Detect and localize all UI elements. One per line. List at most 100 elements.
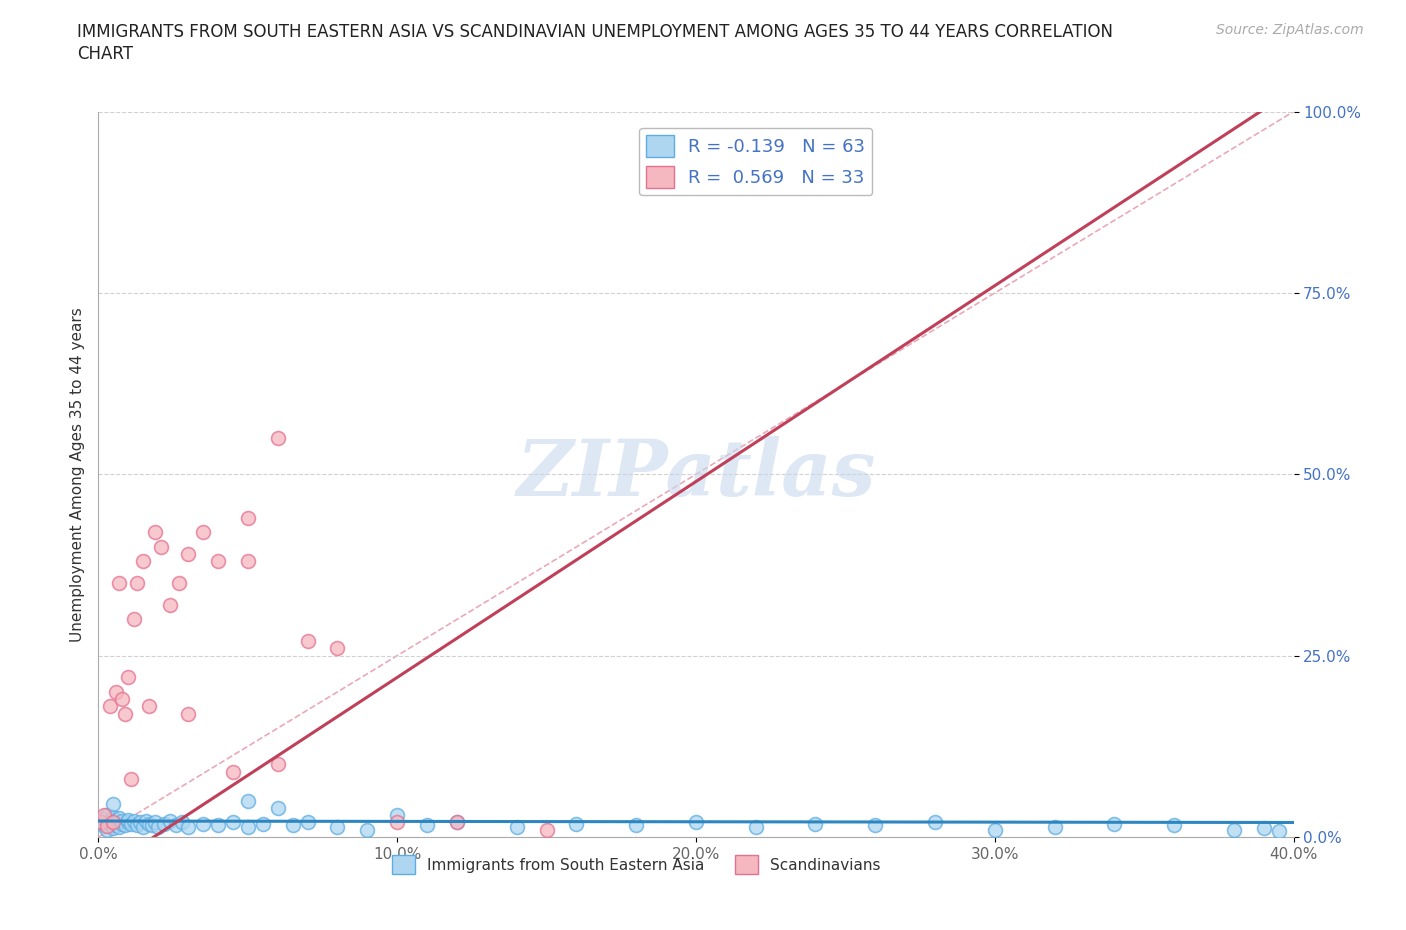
Point	[120, 772, 142, 787]
Point	[446, 815, 468, 830]
Point	[177, 706, 200, 721]
Point	[297, 815, 319, 830]
Point	[103, 809, 125, 824]
Point	[93, 811, 115, 827]
Point	[90, 815, 112, 830]
Point	[153, 817, 176, 831]
Point	[98, 814, 122, 829]
Point	[326, 641, 349, 656]
Point	[865, 818, 887, 833]
Point	[111, 817, 134, 831]
Point	[165, 818, 187, 833]
Point	[167, 576, 190, 591]
Point	[90, 815, 112, 830]
Point	[127, 576, 149, 591]
Point	[98, 699, 122, 714]
Point	[105, 812, 128, 827]
Point	[127, 818, 149, 833]
Point	[191, 817, 214, 831]
Point	[177, 819, 200, 834]
Point	[924, 815, 946, 830]
Y-axis label: Unemployment Among Ages 35 to 44 years: Unemployment Among Ages 35 to 44 years	[69, 307, 84, 642]
Point	[416, 818, 439, 833]
Point	[297, 633, 319, 648]
Point	[1253, 821, 1275, 836]
Point	[117, 812, 139, 827]
Point	[138, 699, 160, 714]
Point	[222, 815, 245, 830]
Point	[267, 431, 290, 445]
Point	[105, 684, 128, 699]
Point	[207, 818, 229, 833]
Point	[141, 818, 163, 833]
Point	[236, 511, 259, 525]
Point	[96, 808, 118, 823]
Point	[96, 818, 118, 833]
Point	[103, 821, 125, 836]
Point	[281, 818, 304, 833]
Point	[108, 811, 131, 826]
Point	[1267, 824, 1289, 839]
Point	[446, 815, 468, 830]
Text: ZIPatlas: ZIPatlas	[516, 436, 876, 512]
Point	[565, 817, 588, 831]
Point	[236, 554, 259, 569]
Point	[1163, 818, 1185, 833]
Point	[124, 612, 146, 627]
Point	[267, 801, 290, 816]
Point	[236, 819, 259, 834]
Point	[114, 706, 136, 721]
Point	[129, 815, 152, 830]
Point	[108, 576, 131, 591]
Point	[172, 815, 194, 830]
Point	[745, 819, 768, 834]
Point	[143, 525, 166, 539]
Point	[685, 815, 707, 830]
Point	[111, 692, 134, 707]
Point	[506, 819, 529, 834]
Point	[222, 764, 245, 779]
Point	[191, 525, 214, 539]
Point	[1104, 817, 1126, 831]
Point	[117, 815, 139, 830]
Point	[267, 757, 290, 772]
Legend: Immigrants from South Eastern Asia, Scandinavians: Immigrants from South Eastern Asia, Scan…	[385, 849, 887, 880]
Point	[93, 808, 115, 823]
Point	[1223, 822, 1246, 837]
Point	[385, 815, 409, 830]
Point	[124, 814, 146, 829]
Point	[236, 793, 259, 808]
Point	[159, 814, 181, 829]
Point	[150, 539, 173, 554]
Point	[148, 819, 170, 834]
Point	[536, 822, 558, 837]
Point	[804, 817, 827, 831]
Point	[385, 808, 409, 823]
Point	[108, 819, 131, 834]
Point	[135, 814, 157, 829]
Point	[984, 822, 1007, 837]
Text: CHART: CHART	[77, 45, 134, 62]
Point	[326, 819, 349, 834]
Point	[252, 817, 274, 831]
Point	[138, 817, 160, 831]
Point	[356, 822, 378, 837]
Point	[93, 818, 115, 833]
Text: IMMIGRANTS FROM SOUTH EASTERN ASIA VS SCANDINAVIAN UNEMPLOYMENT AMONG AGES 35 TO: IMMIGRANTS FROM SOUTH EASTERN ASIA VS SC…	[77, 23, 1114, 41]
Point	[120, 817, 142, 831]
Point	[96, 822, 118, 837]
Text: Source: ZipAtlas.com: Source: ZipAtlas.com	[1216, 23, 1364, 37]
Point	[114, 818, 136, 833]
Point	[143, 815, 166, 830]
Point	[103, 797, 125, 812]
Point	[105, 818, 128, 833]
Point	[1043, 819, 1066, 834]
Point	[626, 818, 648, 833]
Point	[159, 597, 181, 612]
Point	[98, 817, 122, 831]
Point	[117, 670, 139, 684]
Point	[103, 815, 125, 830]
Point	[111, 814, 134, 829]
Point	[177, 547, 200, 562]
Point	[132, 554, 155, 569]
